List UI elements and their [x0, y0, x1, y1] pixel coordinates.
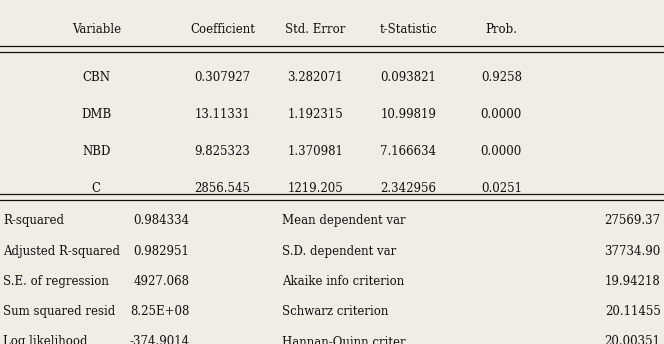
Text: 10.99819: 10.99819 [380, 108, 436, 121]
Text: 2856.545: 2856.545 [195, 182, 250, 195]
Text: 19.94218: 19.94218 [605, 275, 661, 288]
Text: R-squared: R-squared [3, 214, 64, 227]
Text: Variable: Variable [72, 23, 121, 36]
Text: 0.9258: 0.9258 [481, 71, 522, 84]
Text: Log likelihood: Log likelihood [3, 335, 88, 344]
Text: Std. Error: Std. Error [286, 23, 345, 36]
Text: 1.192315: 1.192315 [288, 108, 343, 121]
Text: S.D. dependent var: S.D. dependent var [282, 245, 396, 258]
Text: 20.00351: 20.00351 [605, 335, 661, 344]
Text: Hannan-Quinn criter.: Hannan-Quinn criter. [282, 335, 408, 344]
Text: Schwarz criterion: Schwarz criterion [282, 305, 388, 318]
Text: 0.982951: 0.982951 [133, 245, 189, 258]
Text: t-Statistic: t-Statistic [380, 23, 437, 36]
Text: Mean dependent var: Mean dependent var [282, 214, 406, 227]
Text: 4927.068: 4927.068 [133, 275, 189, 288]
Text: 13.11331: 13.11331 [195, 108, 250, 121]
Text: 2.342956: 2.342956 [380, 182, 436, 195]
Text: NBD: NBD [82, 145, 110, 158]
Text: 0.307927: 0.307927 [195, 71, 250, 84]
Text: DMB: DMB [81, 108, 112, 121]
Text: 8.25E+08: 8.25E+08 [130, 305, 189, 318]
Text: 20.11455: 20.11455 [605, 305, 661, 318]
Text: Adjusted R-squared: Adjusted R-squared [3, 245, 120, 258]
Text: 9.825323: 9.825323 [195, 145, 250, 158]
Text: 0.0251: 0.0251 [481, 182, 522, 195]
Text: 3.282071: 3.282071 [288, 71, 343, 84]
Text: S.E. of regression: S.E. of regression [3, 275, 109, 288]
Text: 0.984334: 0.984334 [133, 214, 189, 227]
Text: CBN: CBN [82, 71, 110, 84]
Text: Coefficient: Coefficient [190, 23, 255, 36]
Text: 37734.90: 37734.90 [604, 245, 661, 258]
Text: 0.0000: 0.0000 [481, 145, 522, 158]
Text: Prob.: Prob. [485, 23, 517, 36]
Text: 7.166634: 7.166634 [380, 145, 436, 158]
Text: Akaike info criterion: Akaike info criterion [282, 275, 404, 288]
Text: 0.0000: 0.0000 [481, 108, 522, 121]
Text: Sum squared resid: Sum squared resid [3, 305, 116, 318]
Text: 1.370981: 1.370981 [288, 145, 343, 158]
Text: C: C [92, 182, 101, 195]
Text: -374.9014: -374.9014 [129, 335, 189, 344]
Text: 1219.205: 1219.205 [288, 182, 343, 195]
Text: 27569.37: 27569.37 [604, 214, 661, 227]
Text: 0.093821: 0.093821 [380, 71, 436, 84]
